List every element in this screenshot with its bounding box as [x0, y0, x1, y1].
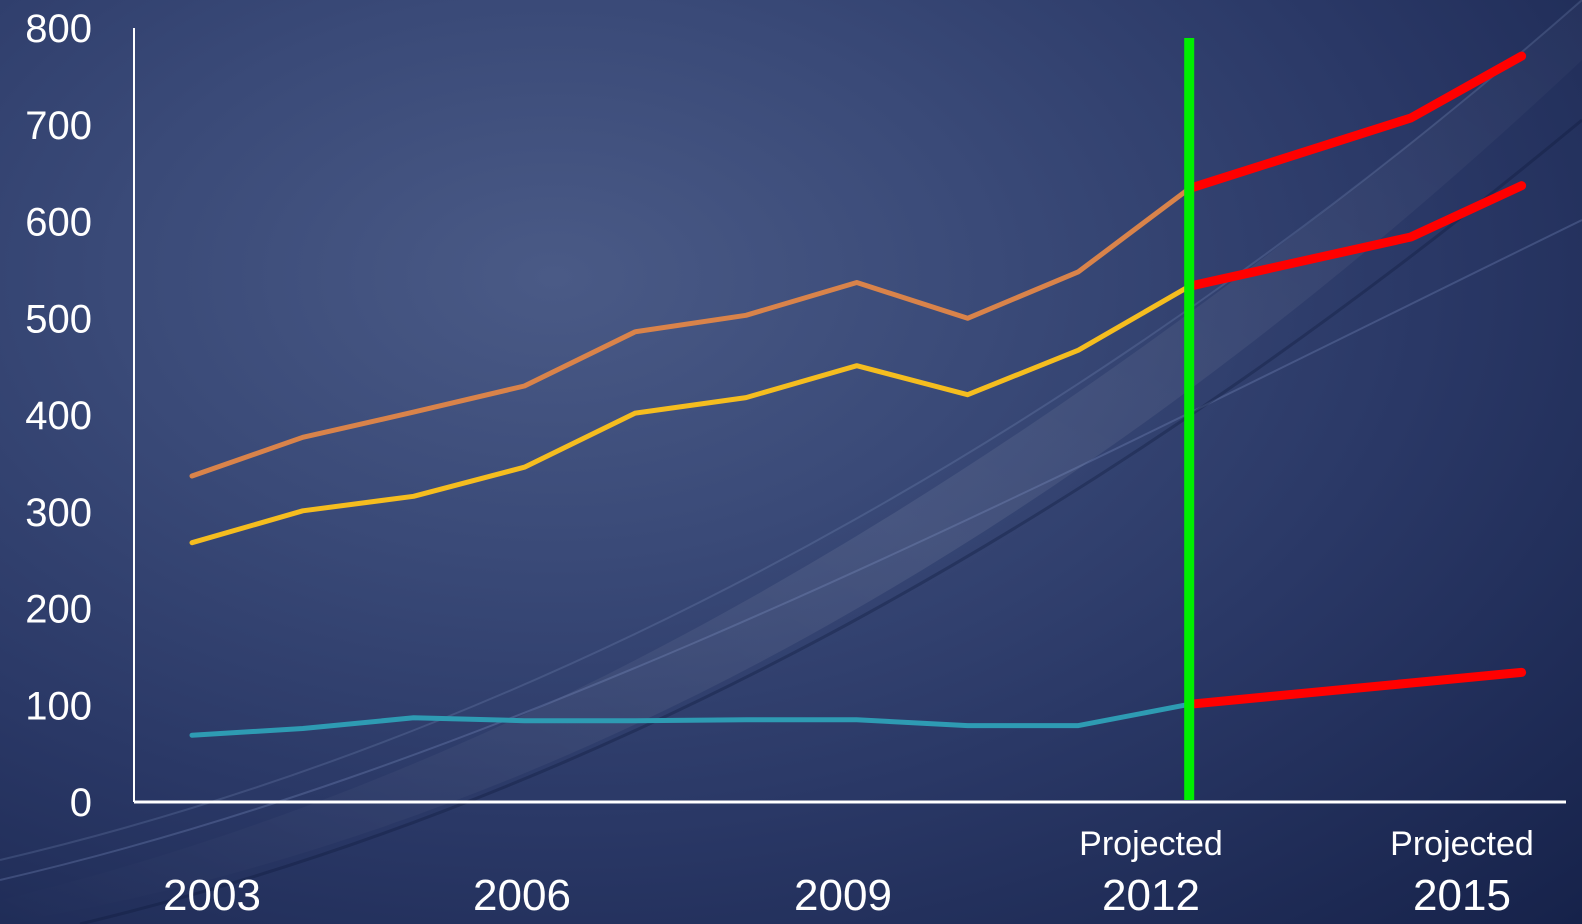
y-tick-label: 300 [25, 491, 92, 535]
x-tick-label: 2006 [473, 871, 571, 920]
y-tick-label: 500 [25, 297, 92, 341]
x-tick-sublabel: Projected [1079, 825, 1223, 863]
series_bottom-projection-line [1184, 667, 1527, 709]
x-tick-sublabel: Projected [1390, 825, 1534, 863]
x-tick-label: 2012 [1102, 871, 1200, 920]
y-tick-label: 0 [70, 781, 92, 825]
x-tick-label: 2009 [794, 871, 892, 920]
series_total-projection-line [1184, 51, 1527, 194]
x-tick-label: 2015 [1413, 871, 1511, 920]
y-tick-label: 100 [25, 684, 92, 728]
y-tick-label: 800 [25, 7, 92, 51]
y-tick-label: 700 [25, 104, 92, 148]
series-layer [189, 186, 1192, 738]
series_middle-projection-line [1184, 181, 1527, 291]
series_total-line [189, 186, 1192, 479]
y-axis-tick-labels: 0 100 200 300 400 500 600 700 800 [25, 7, 92, 825]
x-tick-label: 2003 [163, 871, 261, 920]
y-tick-label: 400 [25, 394, 92, 438]
projection-layer [1184, 51, 1527, 709]
series_bottom-line [189, 701, 1192, 738]
x-axis-tick-labels: 2003 2006 2009 2012 Projected 2015 Projected [163, 825, 1534, 920]
series_middle-line [189, 283, 1192, 546]
y-tick-label: 200 [25, 588, 92, 632]
y-tick-label: 600 [25, 201, 92, 245]
